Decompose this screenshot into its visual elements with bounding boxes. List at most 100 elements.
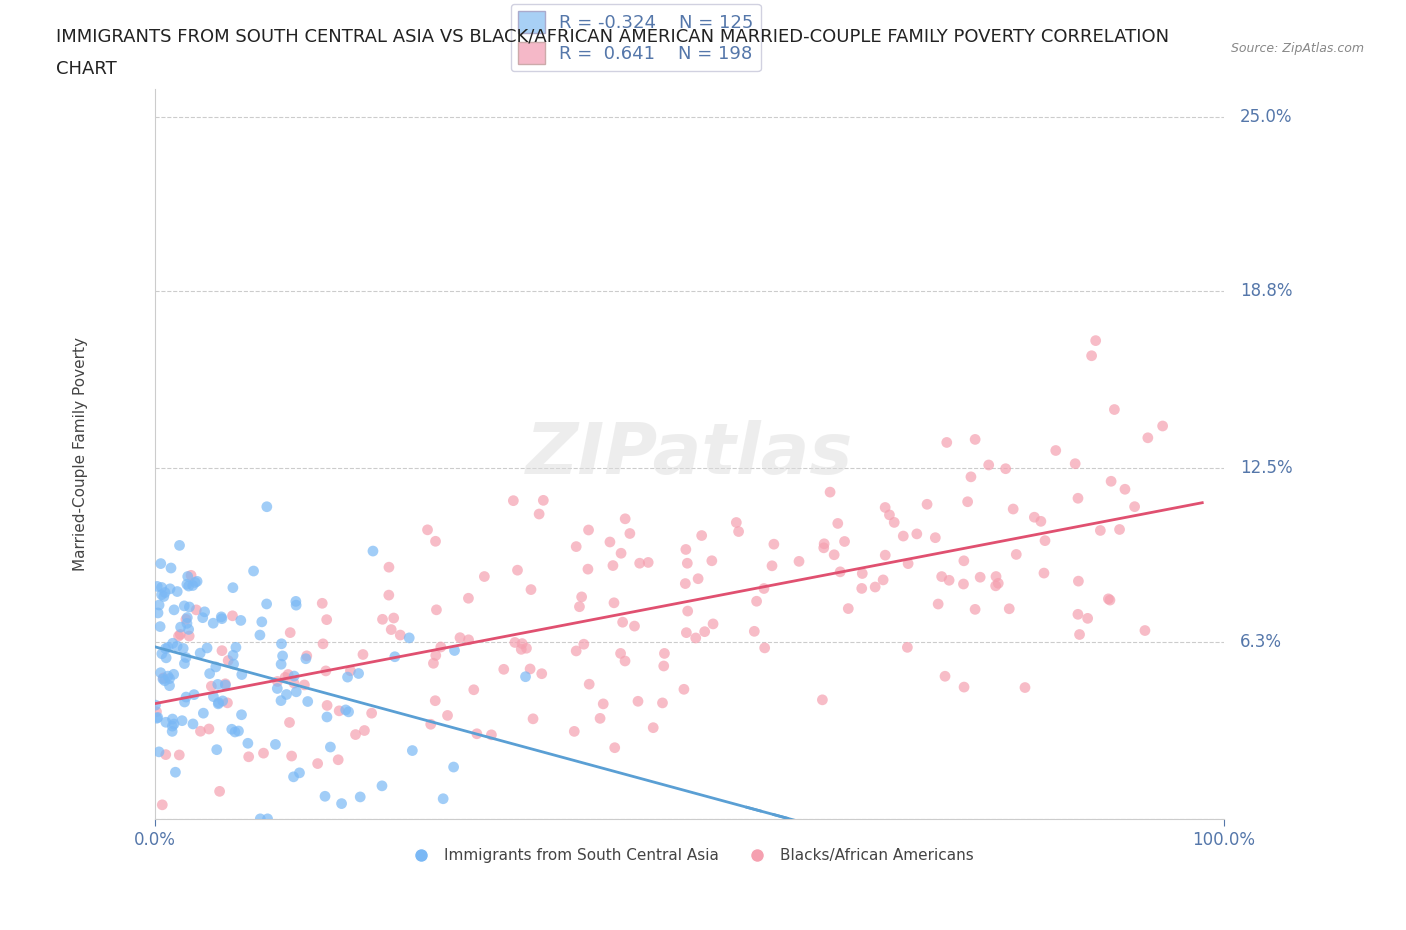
Point [576,562,599,577]
Point [177,569,200,584]
Point [571,590,593,604]
Point [425,693,447,708]
Point [166,584,188,599]
Point [256,596,278,611]
Point [1067,607,1090,622]
Point [522,711,544,726]
Point [194,604,217,619]
Point [891,528,914,543]
Point [994,461,1017,476]
Point [432,791,454,806]
Point [510,636,533,651]
Point [1014,680,1036,695]
Point [813,540,835,555]
Point [675,625,697,640]
Text: IMMIGRANTS FROM SOUTH CENTRAL ASIA VS BLACK/AFRICAN AMERICAN MARRIED-COUPLE FAMI: IMMIGRANTS FROM SOUTH CENTRAL ASIA VS BL… [56,28,1170,46]
Point [270,636,292,651]
Point [209,609,232,624]
Point [315,663,337,678]
Point [217,653,239,668]
Point [328,703,350,718]
Point [654,646,676,661]
Point [276,687,298,702]
Point [610,546,633,561]
Point [295,651,318,666]
Point [150,580,173,595]
Point [349,790,371,804]
Point [347,666,370,681]
Point [389,628,412,643]
Point [935,435,957,450]
Point [676,604,699,618]
Point [502,493,524,508]
Point [307,756,329,771]
Point [685,631,707,645]
Text: CHART: CHART [56,60,117,78]
Point [623,618,645,633]
Point [896,640,918,655]
Point [238,750,260,764]
Point [256,811,278,826]
Point [472,569,495,584]
Point [952,577,974,591]
Point [337,704,360,719]
Point [176,610,198,625]
Point [176,577,198,591]
Text: Married-Couple Family Poverty: Married-Couple Family Poverty [73,338,87,571]
Point [599,535,621,550]
Point [875,500,897,515]
Point [173,695,195,710]
Text: 18.8%: 18.8% [1240,283,1292,300]
Point [179,629,201,644]
Point [181,578,204,593]
Point [436,708,458,723]
Point [352,647,374,662]
Point [457,591,479,605]
Point [384,649,406,664]
Point [1064,457,1087,472]
Text: 6.3%: 6.3% [1240,633,1282,651]
Point [153,589,176,604]
Point [1099,474,1122,489]
Point [818,485,841,499]
Point [160,561,183,576]
Point [283,675,305,690]
Point [851,566,873,581]
Point [163,603,186,618]
Point [316,698,339,713]
Point [250,615,273,630]
Point [177,622,200,637]
Point [578,523,600,538]
Point [725,515,748,530]
Point [637,555,659,570]
Point [190,724,212,738]
Point [145,704,167,719]
Point [1104,402,1126,417]
Point [938,573,960,588]
Text: 12.5%: 12.5% [1240,459,1292,477]
Point [987,576,1010,591]
Point [872,573,894,588]
Point [274,670,297,684]
Point [266,674,288,689]
Point [1029,514,1052,529]
Point [292,677,315,692]
Point [457,632,479,647]
Point [965,602,987,617]
Point [1133,623,1156,638]
Point [752,581,775,596]
Point [150,587,173,602]
Point [166,639,188,654]
Point [520,582,543,597]
Point [200,679,222,694]
Point [353,723,375,737]
Point [672,682,695,697]
Point [285,598,308,613]
Point [266,681,288,696]
Point [177,578,200,593]
Point [688,571,710,586]
Point [931,569,953,584]
Point [1152,418,1174,433]
Point [380,622,402,637]
Point [186,574,208,589]
